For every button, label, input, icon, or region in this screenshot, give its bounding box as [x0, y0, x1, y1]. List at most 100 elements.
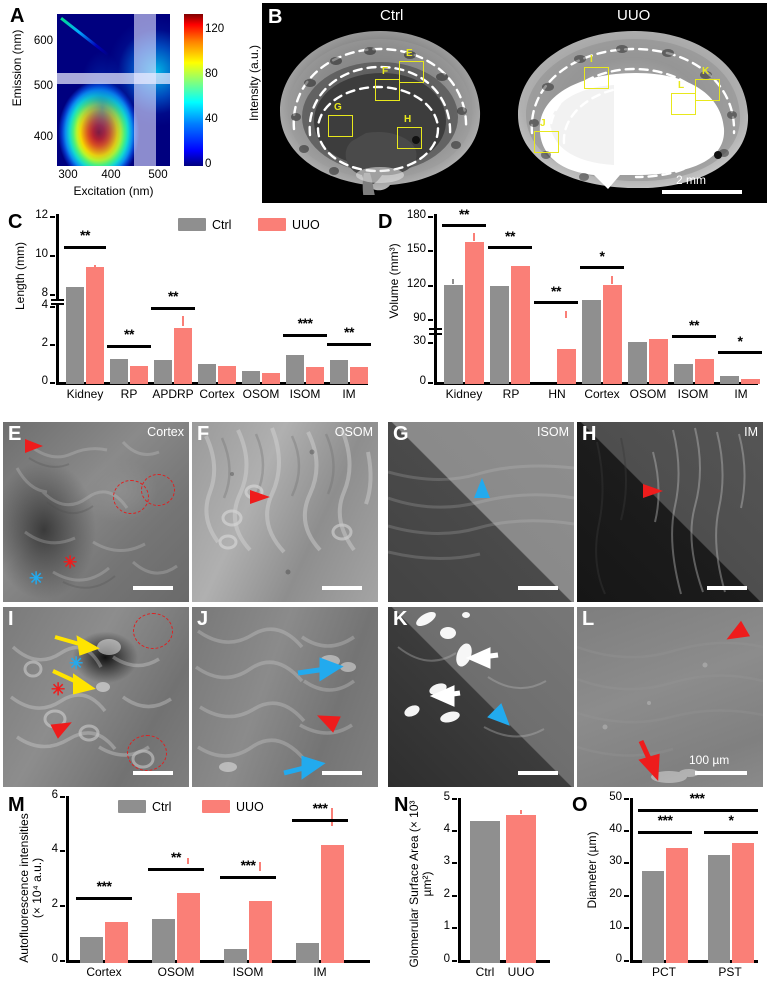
panel-m-bar-ctrl-osom: [152, 919, 175, 963]
panel-o-label: O: [572, 794, 588, 816]
panel-a-ytick-400: 400: [33, 131, 53, 143]
excitation-mask-band: [134, 14, 156, 166]
panel-n-bar-ctrl: [470, 821, 500, 963]
panel-n-yaxis: [458, 798, 461, 962]
panel-e-texture: [15, 440, 178, 589]
panel-o-xaxis: [630, 960, 758, 963]
panel-i-red-asterisk: ✳: [51, 680, 66, 699]
panel-i-arrows: [52, 635, 100, 695]
panel-n-ytick-1: 1: [443, 920, 450, 932]
panel-m-xtick-cortex: Cortex: [86, 965, 122, 979]
panel-d-sig-isom: **: [689, 317, 699, 333]
roi-box-l: [671, 93, 696, 115]
panel-c-ytick-0: 0: [41, 375, 48, 387]
panel-c-legend-uuo: UUO: [292, 218, 320, 232]
panel-m-sig-line-isom: [220, 876, 276, 879]
panel-d-sig-line-kidney: [442, 224, 486, 227]
panel-k-arrows: [429, 647, 499, 707]
panel-c-bar-uuo-apdrp: [174, 328, 192, 384]
roi-box-f: [375, 79, 400, 101]
roi-label-g: G: [334, 102, 342, 113]
panel-c-legend-swatch-uuo: [258, 218, 286, 231]
panel-c-bar-ctrl-kidney: [66, 287, 84, 384]
panel-m: M Autofluorescence intensities (× 10⁴ a.…: [0, 789, 388, 991]
panel-m-sig-line-osom: [148, 868, 204, 871]
panel-a-xlabel: Excitation (nm): [73, 184, 154, 198]
panel-c-xtick-apdrp: APDRP: [152, 387, 194, 401]
panel-j-micrograph: J: [192, 607, 378, 787]
panel-m-sig-im: ***: [312, 800, 328, 816]
panel-c-xtick-cortex: Cortex: [199, 387, 235, 401]
roi-box-h: [397, 127, 422, 149]
panel-d-ytick-150: 150: [406, 243, 426, 255]
panel-c-xtick-rp: RP: [120, 387, 138, 401]
panel-d-label: D: [378, 211, 393, 233]
panel-e-caption: Cortex: [147, 425, 184, 439]
panel-d-bar-uuo-osom: [649, 339, 668, 384]
panel-m-xaxis: [66, 960, 370, 963]
panel-c-legend-ctrl: Ctrl: [212, 218, 232, 232]
panel-h-caption: IM: [744, 425, 758, 439]
panel-d-sig-cortex: *: [599, 248, 605, 264]
panel-c-legend-swatch-ctrl: [178, 218, 206, 231]
panel-b-label: B: [268, 6, 283, 28]
panel-c-sig-apdrp: **: [168, 288, 178, 304]
panel-f-scalebar: [322, 586, 362, 590]
panel-c-bar-uuo-isom: [306, 367, 324, 384]
panel-a-colorbar-label: Intensity (a.u.): [247, 44, 261, 122]
panel-m-ytick-6: 6: [51, 789, 58, 801]
panel-d-bar-ctrl-im: [720, 376, 739, 384]
panel-e-blue-asterisk: ✳: [29, 569, 44, 588]
roi-label-l: L: [678, 80, 685, 91]
panel-o-sig-line-overall: [638, 809, 758, 812]
panel-e-micrograph: E Cortex ✳ ✳: [3, 422, 189, 602]
panel-d-bar-uuo-rp: [511, 266, 530, 384]
panel-g-scalebar: [518, 586, 558, 590]
panel-c-sig-line-rp: [107, 345, 151, 348]
panel-c-sig-isom: ***: [297, 315, 313, 331]
panel-c-ytick-10: 10: [35, 248, 48, 260]
panel-a-colorbar: [184, 14, 203, 166]
panel-d-bar-ctrl-rp: [490, 286, 509, 384]
panel-d: D Volume (mm³) 0 30 90 120 150 180 ** Ki…: [372, 206, 770, 414]
panel-d-bar-ctrl-osom: [628, 342, 647, 384]
panel-o-ytick-20: 20: [609, 888, 622, 900]
panel-a-cbtick-0: 0: [205, 158, 212, 170]
panel-d-bar-ctrl-kidney: [444, 285, 463, 384]
panel-b-title-uuo: UUO: [617, 7, 651, 24]
panel-f-micrograph: F OSOM: [192, 422, 378, 602]
panel-d-sig-im: *: [737, 333, 743, 349]
panel-i-blue-asterisk: ✳: [69, 654, 84, 673]
panel-b-title-ctrl: Ctrl: [380, 7, 404, 24]
panel-o-sig-line-pct: [638, 831, 692, 834]
panel-d-bar-uuo-im: [741, 378, 760, 384]
panel-n-xtick-ctrl: Ctrl: [475, 965, 495, 979]
roi-box-i: [584, 67, 609, 89]
panel-d-sig-line-cortex: [580, 266, 624, 269]
panel-a-cbtick-40: 40: [205, 113, 218, 125]
panel-c-bar-uuo-osom: [262, 372, 280, 384]
roi-label-k: K: [702, 66, 710, 77]
panel-n-ytick-0: 0: [443, 953, 450, 965]
panel-a-xtick-300: 300: [58, 169, 78, 181]
panel-c-sig-rp: **: [124, 326, 134, 342]
panel-a-cbtick-80: 80: [205, 68, 218, 80]
panel-a: A 600 500 400 Emission (nm) 300 400 500 …: [0, 0, 261, 205]
panel-n-bar-uuo: [506, 815, 536, 963]
panel-a-cbtick-120: 120: [205, 23, 225, 35]
panel-c-bar-ctrl-apdrp: [154, 360, 172, 384]
panel-e-dashed-circle-2: [141, 474, 175, 506]
panel-c-ytick-8: 8: [41, 287, 48, 299]
kidney-section-ctrl: [280, 31, 481, 195]
panel-h-label: H: [582, 423, 597, 445]
panel-j-label: J: [197, 608, 209, 630]
panel-a-xtick-500: 500: [148, 169, 168, 181]
kidney-section-uuo: [518, 31, 749, 189]
panel-j-texture: [194, 627, 356, 772]
panel-d-xtick-cortex: Cortex: [584, 387, 620, 401]
panel-o-ylabel: Diameter (µm): [585, 831, 599, 909]
panel-m-legend-swatch-ctrl: [118, 800, 146, 813]
panel-o-bar-uuo-pct: [666, 848, 688, 963]
panel-m-ytick-2: 2: [51, 898, 58, 910]
panel-h-scalebar: [707, 586, 747, 590]
